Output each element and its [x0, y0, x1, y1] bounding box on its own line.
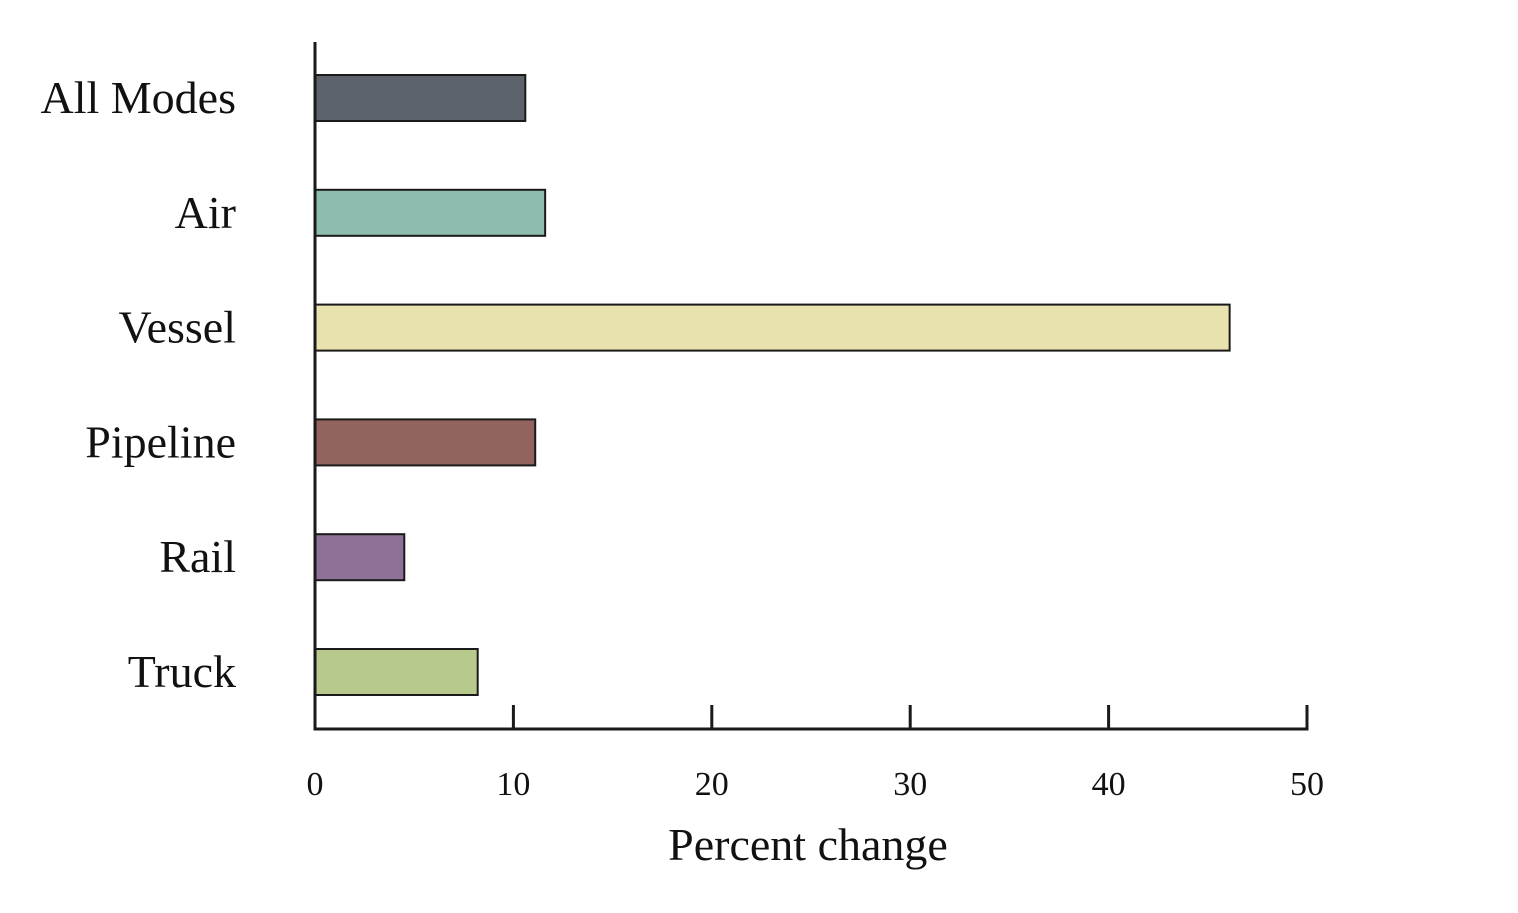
x-tick-label-20: 20	[695, 766, 729, 803]
bar-vessel	[314, 303, 1231, 352]
bar-pipeline	[314, 418, 537, 467]
category-label-rail: Rail	[159, 531, 236, 582]
x-tick-label-30: 30	[893, 766, 927, 803]
x-tick-label-10: 10	[496, 766, 530, 803]
category-label-truck: Truck	[128, 646, 236, 697]
x-tick-label-0: 0	[307, 766, 324, 803]
x-axis-title: Percent change	[668, 819, 948, 870]
category-label-vessel: Vessel	[118, 302, 236, 353]
bar-truck	[314, 648, 479, 696]
bar-air	[314, 188, 547, 237]
category-label-air: Air	[175, 187, 236, 238]
bar-all-modes	[314, 74, 527, 122]
bar-rail	[314, 533, 406, 582]
category-label-all-modes: All Modes	[41, 72, 237, 123]
x-axis-tick-labels: 0 10 20 30 40 50	[307, 766, 1325, 803]
category-label-pipeline: Pipeline	[85, 416, 236, 467]
x-tick-label-40: 40	[1092, 766, 1126, 803]
bars-layer	[314, 74, 1231, 696]
category-labels: All Modes Air Vessel Pipeline Rail Truck	[41, 72, 237, 697]
x-axis-ticks	[511, 705, 1309, 729]
x-tick-label-50: 50	[1290, 766, 1324, 803]
